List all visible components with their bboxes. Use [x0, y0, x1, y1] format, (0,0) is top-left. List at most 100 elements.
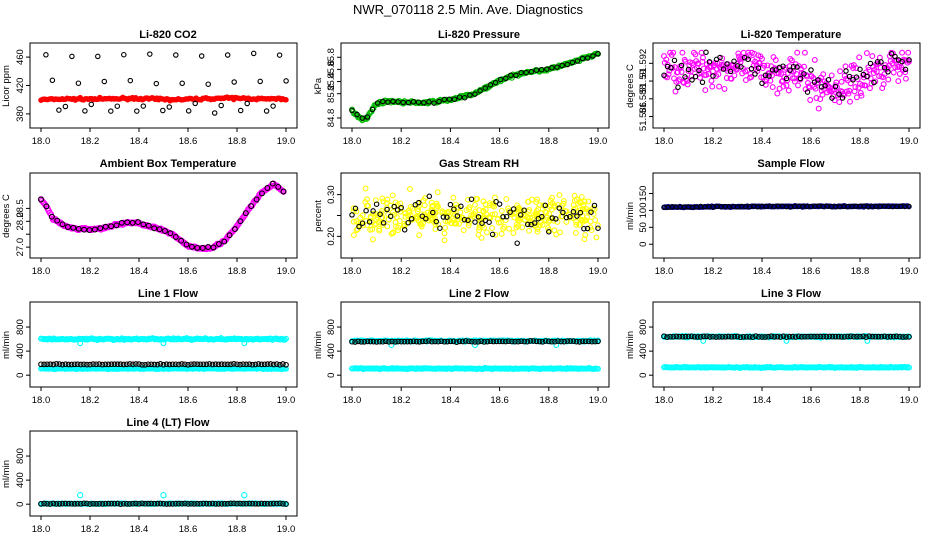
- line4-measured-point: [255, 500, 262, 507]
- licor-temp-point: [807, 97, 814, 103]
- pressure-check-point: [564, 61, 571, 68]
- rh-point: [441, 230, 448, 237]
- y-tick-label: 420: [15, 78, 26, 94]
- panel-title-gas-rh: Gas Stream RH: [439, 158, 519, 170]
- line4-measured-point: [160, 500, 167, 507]
- panel-title-line3-flow: Line 3 Flow: [761, 288, 821, 300]
- x-tick-label: 18.0: [655, 395, 674, 406]
- line4-measured-point: [50, 500, 57, 507]
- line4-measured-point: [209, 500, 216, 507]
- licor-temp-point: [696, 70, 703, 77]
- rh-check-point: [500, 214, 506, 220]
- plot-frame: [340, 301, 610, 388]
- y-tick-label: 28.0: [15, 212, 26, 231]
- flow-measured-point: [38, 361, 44, 368]
- licor-temp-check-point: [822, 83, 828, 89]
- y-tick-label: 380: [15, 106, 26, 122]
- line4-measured-point: [264, 500, 271, 507]
- x-tick-label: 18.8: [851, 136, 870, 147]
- box-temp-check-point: [232, 226, 238, 233]
- panel-line3-flow: Line 3 Flow ml/min 18.0 18.2 18.4 18.6 18.8 1…: [625, 288, 921, 406]
- rh-point: [406, 209, 413, 216]
- flow-measured-point: [589, 338, 595, 345]
- licor-temp-point: [709, 83, 716, 90]
- rh-check-point: [510, 206, 517, 212]
- licor-temp-check-point: [678, 62, 685, 69]
- flow-measured-point: [857, 333, 863, 340]
- licor-temp-check-point: [710, 73, 716, 79]
- box-temp-check-point: [221, 238, 228, 245]
- x-tick-label: 18.6: [179, 266, 198, 277]
- pressure-check-point: [456, 94, 463, 100]
- standard-point: [218, 102, 224, 109]
- flow-measured-point: [283, 361, 289, 368]
- licor-temp-check-point: [818, 84, 825, 90]
- x-tick-label: 18.8: [851, 395, 870, 406]
- flow-measured-point: [661, 333, 667, 340]
- x-tick-label: 18.0: [32, 266, 51, 277]
- line4-measured-point: [188, 500, 194, 507]
- pressure-check-point: [385, 99, 391, 105]
- rh-point: [491, 211, 498, 218]
- rh-point: [542, 208, 549, 215]
- licor-temp-check-point: [766, 73, 772, 79]
- rh-point: [549, 195, 555, 201]
- y-label-line4-flow: ml/min: [1, 460, 12, 488]
- rh-point: [487, 202, 493, 209]
- licor-temp-point: [685, 68, 692, 75]
- rh-check-point: [563, 214, 570, 221]
- rh-point: [484, 229, 490, 236]
- y-tick-label: 100: [638, 202, 649, 218]
- line4-measured-point: [65, 500, 72, 507]
- rh-check-point: [514, 240, 520, 246]
- plot-frame: [652, 42, 921, 129]
- rh-point: [577, 206, 584, 213]
- flow-dip-point: [472, 342, 478, 349]
- flow-measured-point: [893, 333, 900, 340]
- plot-box-temperature: 18.0 18.2 18.4 18.6 18.8 19.0 27.0 28.028.5: [15, 172, 298, 277]
- line4-measured-point: [249, 500, 256, 507]
- rh-point: [506, 225, 513, 232]
- pressure-check-point: [395, 99, 401, 105]
- rh-point: [350, 232, 357, 239]
- flow-measured-point: [395, 338, 401, 345]
- flow-measured-point: [166, 361, 173, 368]
- licor-temp-check-point: [773, 67, 779, 73]
- pressure-check-point: [528, 68, 535, 75]
- flow-measured-point: [145, 361, 152, 368]
- box-temp-check-point: [205, 244, 212, 250]
- licor-temp-check-point: [682, 74, 688, 80]
- rh-point: [572, 230, 579, 236]
- licor-temp-point: [787, 55, 794, 62]
- flow-measured-point: [419, 338, 426, 345]
- standard-point: [43, 52, 49, 58]
- flow-measured-point: [481, 339, 488, 345]
- flow-measured-point: [555, 338, 561, 344]
- licor-temp-check-point: [794, 64, 800, 70]
- rh-point: [421, 202, 428, 209]
- licor-temp-check-point: [902, 66, 909, 73]
- line4-measured-point: [47, 501, 54, 507]
- flow-measured-point: [382, 338, 389, 345]
- flow-measured-point: [765, 333, 771, 340]
- licor-temp-check-point: [815, 77, 821, 83]
- y-tick-label: 150: [638, 186, 649, 202]
- panel-title-line4-flow: Line 4 (LT) Flow: [127, 417, 210, 429]
- flow-measured-point: [252, 361, 259, 368]
- line4-measured-point: [228, 500, 234, 507]
- rh-point: [370, 210, 376, 217]
- pressure-check-point: [400, 99, 406, 106]
- licor-temp-check-point: [769, 67, 776, 73]
- flow-measured-point: [59, 361, 66, 368]
- box-temp-check-point: [54, 217, 61, 224]
- licor-temp-point: [793, 71, 800, 77]
- rh-check-point: [451, 206, 457, 213]
- flow-measured-point: [851, 333, 857, 340]
- licor-temp-point: [795, 82, 801, 89]
- flow-measured-point: [435, 338, 441, 345]
- rh-point: [593, 234, 600, 241]
- flow-measured-point: [564, 338, 571, 344]
- rh-point: [389, 192, 396, 199]
- licor-temp-point: [670, 49, 677, 56]
- line4-measured-point: [166, 501, 173, 507]
